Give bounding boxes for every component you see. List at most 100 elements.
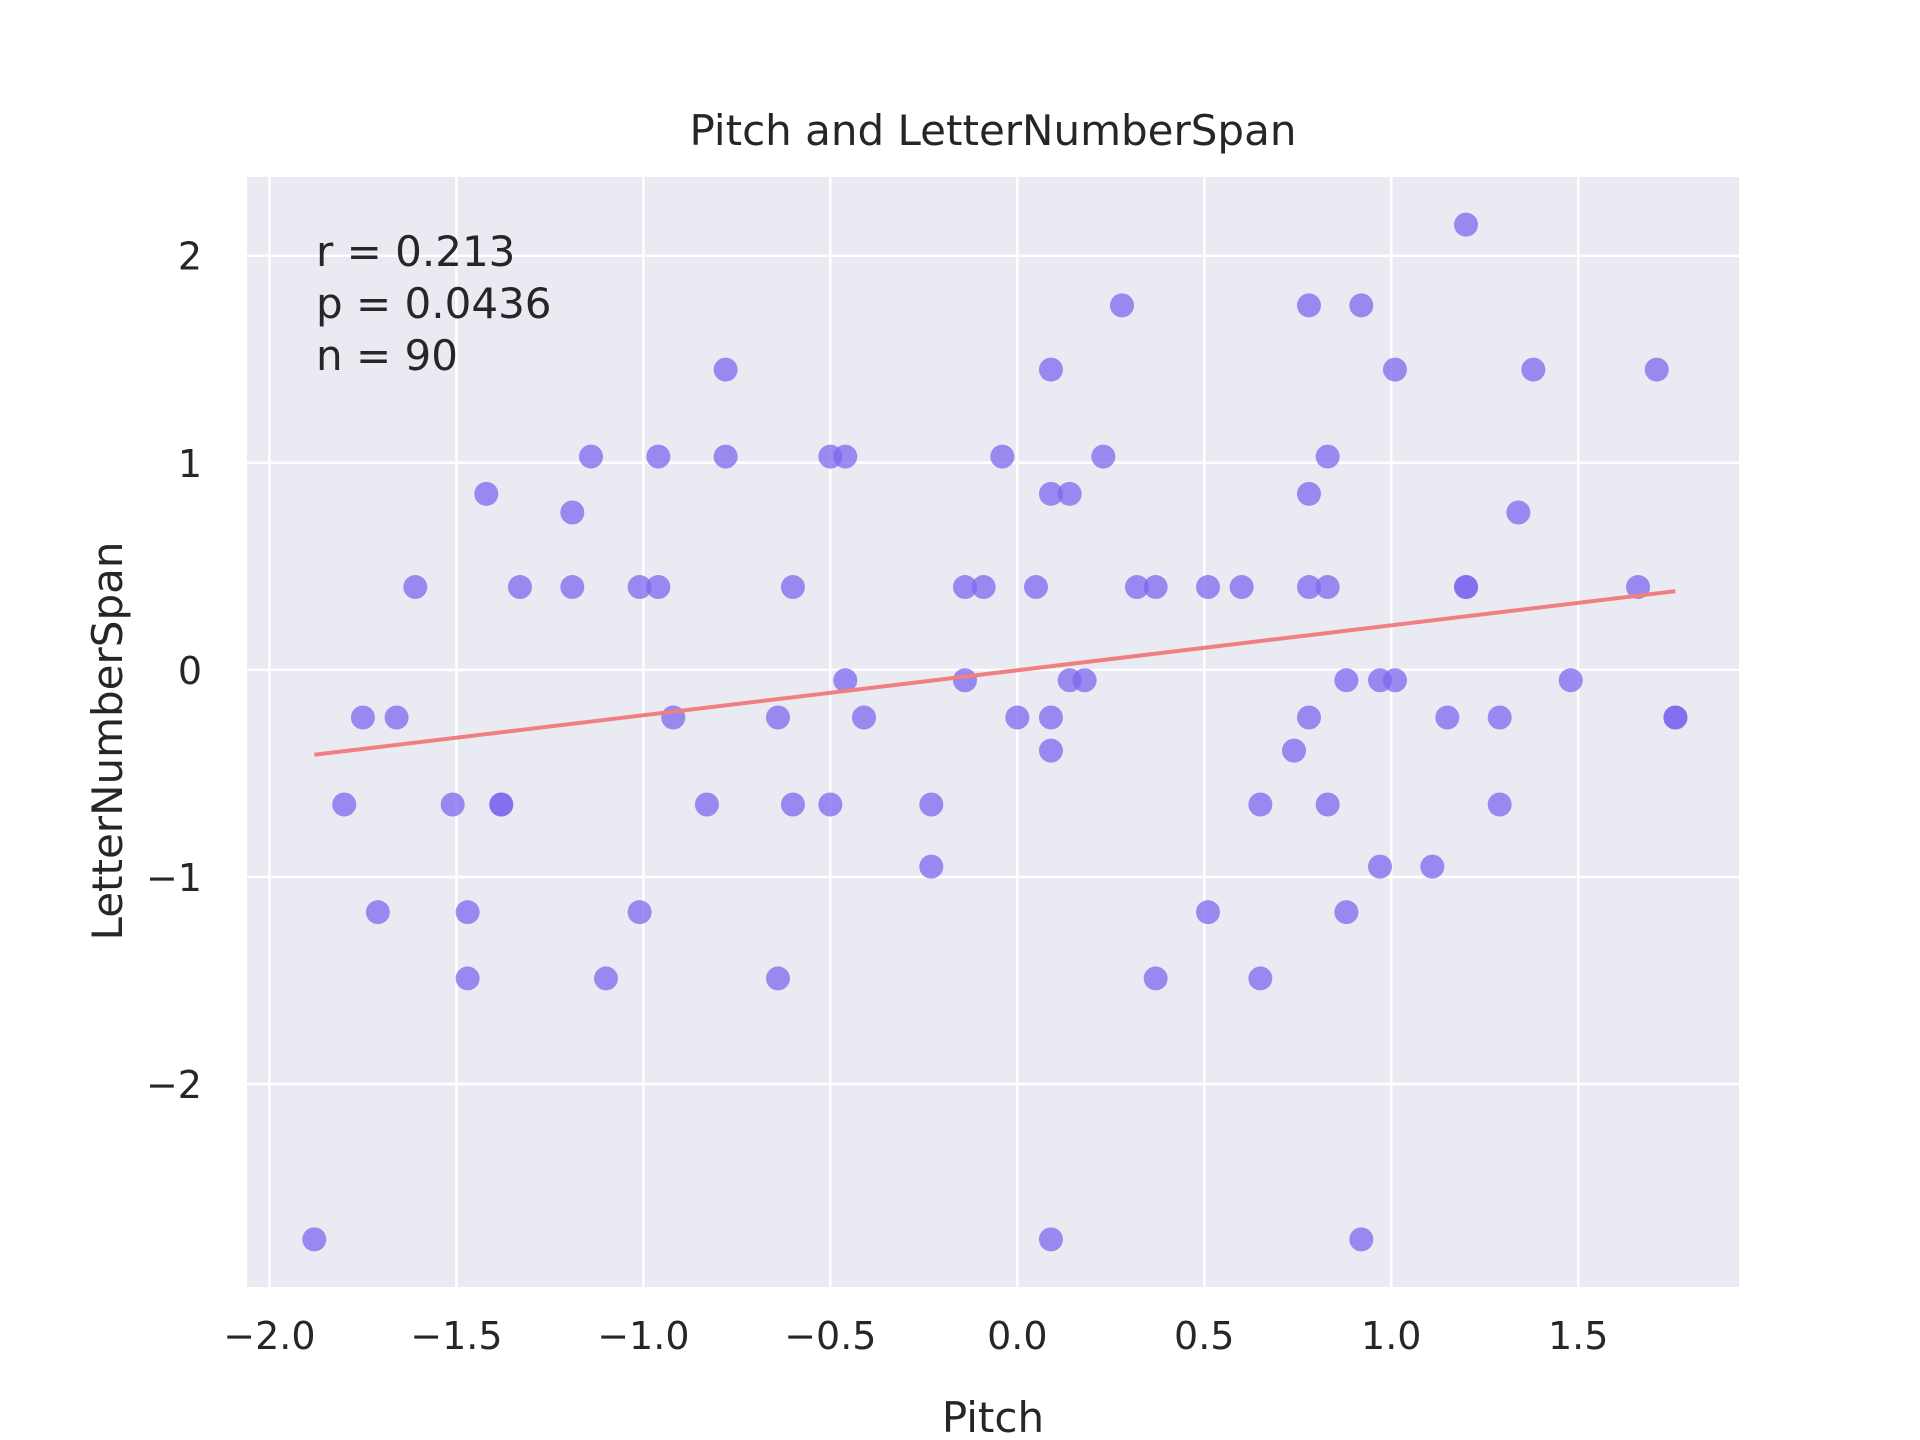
data-point — [365, 900, 390, 925]
data-point — [1124, 575, 1149, 600]
annotation-r: r = 0.213 — [316, 227, 515, 276]
data-point — [971, 575, 996, 600]
grid-lines — [247, 177, 1739, 1287]
x-tick-label: −0.5 — [784, 1314, 876, 1358]
data-point — [1454, 212, 1479, 237]
x-tick-label: 0.0 — [987, 1314, 1047, 1358]
x-tick-label: 1.0 — [1361, 1314, 1421, 1358]
data-point — [455, 900, 480, 925]
data-point — [579, 444, 604, 469]
y-tick-label: −1 — [146, 856, 202, 900]
data-point — [1315, 575, 1340, 600]
data-point — [1038, 481, 1063, 506]
plot-background — [247, 177, 1739, 1287]
data-point — [1349, 293, 1374, 318]
data-point — [919, 854, 944, 879]
data-point — [833, 444, 858, 469]
data-point — [1382, 357, 1407, 382]
data-point — [1091, 444, 1116, 469]
data-point — [1110, 293, 1135, 318]
data-point — [350, 705, 375, 730]
data-point — [1143, 575, 1168, 600]
annotation-p: p = 0.0436 — [316, 279, 552, 328]
data-point — [1454, 575, 1479, 600]
chart-title: Pitch and LetterNumberSpan — [690, 106, 1297, 155]
data-point — [627, 575, 652, 600]
data-point — [1229, 575, 1254, 600]
data-point — [1334, 900, 1359, 925]
data-point — [1038, 1227, 1063, 1252]
data-point — [1196, 900, 1221, 925]
data-point — [990, 444, 1015, 469]
data-point — [332, 792, 357, 817]
y-tick-labels: −2 −1 0 1 2 — [146, 235, 202, 1107]
data-point — [1038, 705, 1063, 730]
data-point — [833, 668, 858, 693]
data-point — [1038, 357, 1063, 382]
data-point — [1315, 792, 1340, 817]
data-point — [952, 668, 977, 693]
data-point — [384, 705, 409, 730]
data-point — [302, 1227, 327, 1252]
data-point — [440, 792, 465, 817]
data-point — [1420, 854, 1445, 879]
annotation-n: n = 90 — [316, 331, 458, 380]
data-point — [560, 500, 585, 525]
data-point — [1296, 293, 1321, 318]
data-point — [1248, 792, 1273, 817]
y-axis-label: LetterNumberSpan — [83, 542, 132, 941]
data-point — [1196, 575, 1221, 600]
data-point — [1143, 966, 1168, 991]
x-tick-label: 1.5 — [1548, 1314, 1608, 1358]
data-point — [627, 900, 652, 925]
y-tick-label: 2 — [178, 235, 202, 279]
data-point — [818, 792, 843, 817]
data-point — [1057, 481, 1082, 506]
data-point — [1487, 705, 1512, 730]
data-point — [1521, 357, 1546, 382]
data-point — [1296, 705, 1321, 730]
data-point — [593, 966, 618, 991]
data-point — [489, 792, 514, 817]
data-point — [713, 444, 738, 469]
regression-line — [314, 589, 1676, 757]
data-point — [1558, 668, 1583, 693]
x-tick-label: −1.5 — [410, 1314, 502, 1358]
data-point — [1487, 792, 1512, 817]
data-point — [1024, 575, 1049, 600]
data-point — [1349, 1227, 1374, 1252]
data-point — [952, 575, 977, 600]
data-point — [780, 575, 805, 600]
data-point — [1506, 500, 1531, 525]
x-tick-label: −2.0 — [223, 1314, 315, 1358]
data-point — [780, 792, 805, 817]
data-point — [765, 705, 790, 730]
data-point — [1435, 705, 1460, 730]
data-point — [694, 792, 719, 817]
data-point — [474, 481, 499, 506]
data-point — [1282, 738, 1307, 763]
x-tick-label: −1.0 — [597, 1314, 689, 1358]
data-point — [1038, 738, 1063, 763]
data-point — [1248, 966, 1273, 991]
x-tick-labels: −2.0 −1.5 −1.0 −0.5 0.0 0.5 1.0 1.5 — [223, 1314, 1608, 1358]
data-point — [560, 575, 585, 600]
data-point — [1072, 668, 1097, 693]
y-tick-label: 1 — [178, 442, 202, 486]
data-point — [851, 705, 876, 730]
data-point — [1005, 705, 1030, 730]
data-point — [507, 575, 532, 600]
y-tick-label: 0 — [178, 649, 202, 693]
data-point — [919, 792, 944, 817]
data-point — [1296, 481, 1321, 506]
y-tick-label: −2 — [146, 1063, 202, 1107]
data-points — [302, 212, 1688, 1252]
data-point — [1382, 668, 1407, 693]
data-point — [1296, 575, 1321, 600]
data-point — [646, 575, 671, 600]
data-point — [1663, 705, 1688, 730]
data-point — [1368, 854, 1393, 879]
x-tick-label: 0.5 — [1174, 1314, 1234, 1358]
data-point — [1315, 444, 1340, 469]
